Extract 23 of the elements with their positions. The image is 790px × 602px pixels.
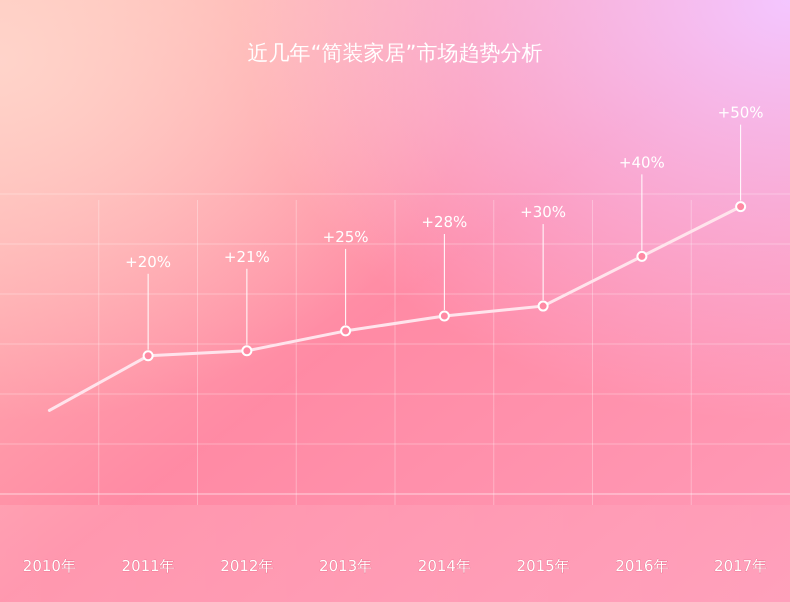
x-tick-label: 2015年 (516, 557, 570, 575)
point (538, 300, 549, 312)
point (636, 250, 648, 262)
x-tick-label: 2014年 (418, 557, 471, 575)
point (438, 310, 450, 322)
data-label: +50% (718, 104, 764, 122)
point (142, 350, 154, 362)
x-tick-label: 2012年 (220, 557, 274, 575)
point (735, 201, 746, 212)
point (340, 325, 352, 336)
data-label: +21% (224, 248, 270, 266)
data-label: +40% (618, 153, 665, 172)
x-tick-label: 2011年 (122, 557, 175, 575)
chart-title: 近几年“简装家居”市场趋势分析 (248, 41, 542, 65)
x-tick-label: 2010年 (22, 557, 76, 575)
data-label: +20% (125, 252, 172, 271)
x-tick-label: 2017年 (714, 557, 768, 575)
point (241, 345, 252, 356)
data-label: +28% (421, 213, 468, 231)
data-label: +25% (322, 228, 369, 246)
x-tick-label: 2016年 (615, 557, 668, 575)
data-label: +30% (520, 203, 566, 222)
x-tick-label: 2013年 (319, 557, 372, 575)
